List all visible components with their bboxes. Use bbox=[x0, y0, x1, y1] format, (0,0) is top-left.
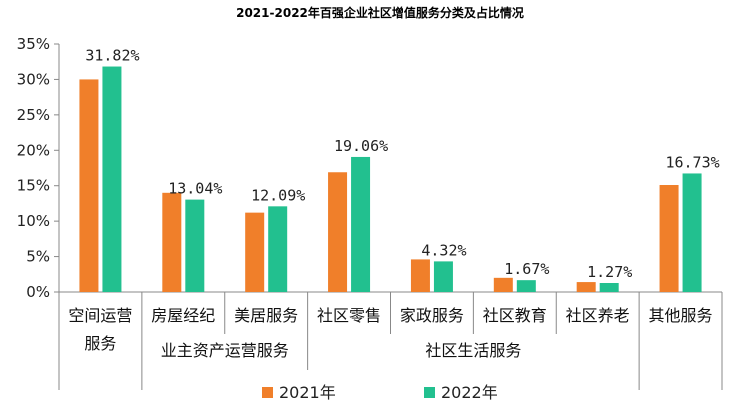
y-tick-label: 10% bbox=[17, 212, 50, 230]
bar-2022 bbox=[682, 173, 702, 292]
data-label: 4.32% bbox=[421, 241, 466, 259]
bar-2022 bbox=[599, 283, 619, 292]
chart-title: 2021-2022年百强企业社区增值服务分类及占比情况 bbox=[236, 5, 524, 20]
category-label: 美居服务 bbox=[234, 306, 298, 325]
category-label: 社区教育 bbox=[483, 306, 547, 325]
y-tick-label: 20% bbox=[17, 141, 50, 159]
category-label: 社区零售 bbox=[317, 306, 381, 325]
data-label: 31.82% bbox=[85, 47, 139, 65]
data-labels: 31.82% 13.04% 12.09% 19.06% 4.32% 1.67% 1.27% 1… bbox=[85, 47, 719, 281]
legend-swatch bbox=[262, 387, 273, 398]
category-label: 服务 bbox=[84, 334, 116, 353]
category-label: 社区养老 bbox=[566, 306, 630, 325]
category-label: 家政服务 bbox=[400, 306, 464, 325]
bar-2021 bbox=[410, 259, 430, 292]
bar-2021 bbox=[328, 172, 348, 292]
bar-2021 bbox=[245, 212, 265, 292]
y-tick-label: 35% bbox=[17, 35, 50, 53]
category-label: 空间运营 bbox=[68, 306, 132, 325]
data-label: 19.06% bbox=[334, 137, 388, 155]
bar-2022 bbox=[102, 66, 122, 293]
legend-swatch bbox=[424, 387, 435, 398]
data-label: 13.04% bbox=[168, 180, 222, 198]
category-label: 房屋经纪 bbox=[151, 306, 215, 325]
data-label: 1.27% bbox=[587, 263, 632, 281]
legend-label: 2022年 bbox=[441, 383, 498, 402]
category-label: 其他服务 bbox=[649, 306, 713, 325]
bar-2021 bbox=[493, 277, 513, 292]
y-tick-label: 30% bbox=[17, 70, 50, 88]
legend: 2021年 2022年 bbox=[262, 383, 498, 402]
bar-2021 bbox=[79, 79, 99, 292]
data-label: 16.73% bbox=[665, 153, 719, 171]
y-tick-label: 25% bbox=[17, 106, 50, 124]
bar-2022 bbox=[516, 280, 536, 292]
bar-2021 bbox=[659, 185, 679, 292]
legend-label: 2021年 bbox=[279, 383, 336, 402]
y-tick-label: 0% bbox=[26, 283, 50, 301]
category-group-label: 业主资产运营服务 bbox=[161, 341, 289, 360]
bar-2022 bbox=[185, 199, 205, 292]
bar-2021 bbox=[576, 282, 596, 292]
data-label: 12.09% bbox=[251, 186, 305, 204]
bar-2022 bbox=[268, 206, 288, 292]
y-tick-label: 15% bbox=[17, 177, 50, 195]
y-tick-label: 5% bbox=[26, 248, 50, 266]
bar-2022 bbox=[433, 261, 453, 292]
data-label: 1.67% bbox=[504, 260, 549, 278]
category-group-label: 社区生活服务 bbox=[425, 341, 521, 360]
bar-2021 bbox=[162, 192, 182, 292]
bars bbox=[79, 66, 702, 293]
bar-2022 bbox=[351, 156, 371, 292]
